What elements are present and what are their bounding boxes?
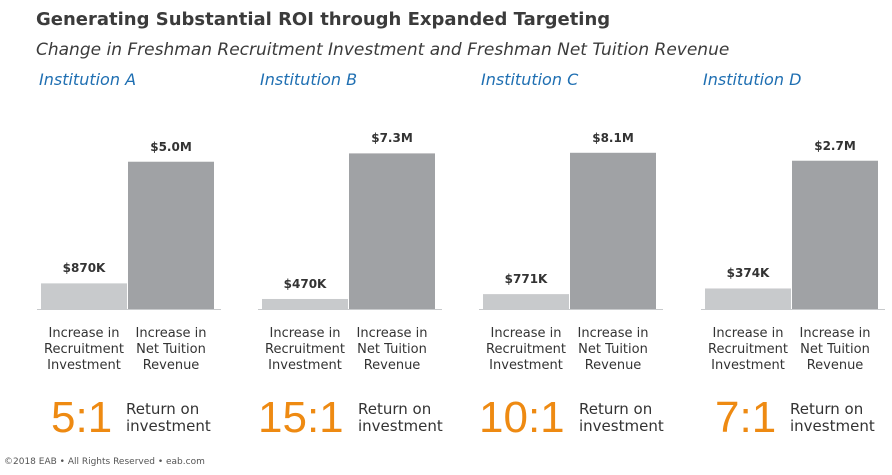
- investment-bar: [705, 288, 791, 309]
- bar-value-label: $771K: [504, 272, 548, 287]
- investment-bar: [262, 298, 348, 309]
- institution-name: Institution C: [481, 70, 579, 89]
- bar-chart: [37, 161, 221, 310]
- page-title: Generating Substantial ROI through Expan…: [36, 9, 611, 30]
- revenue-bar: [792, 160, 878, 309]
- bar-value-label: $374K: [726, 266, 770, 281]
- category-label: Increase in Net Tuition Revenue: [356, 326, 428, 373]
- roi-ratio: 7:1: [715, 393, 777, 442]
- institution-name: Institution D: [703, 70, 802, 89]
- institution-name: Institution B: [260, 70, 358, 89]
- copyright-footer: ©2018 EAB • All Rights Reserved • eab.co…: [4, 457, 205, 467]
- bar-value-label: $2.7M: [814, 138, 856, 153]
- institution-panel: Institution D $374K $2.7M Increase in Recru…: [701, 70, 892, 475]
- revenue-bar: [349, 153, 435, 309]
- roi-ratio: 5:1: [51, 393, 113, 442]
- revenue-bar: [128, 161, 214, 309]
- bar-value-label: $8.1M: [592, 130, 634, 145]
- investment-bar: [41, 283, 127, 309]
- roi-caption: Return on investment: [790, 400, 875, 435]
- bar-chart: [701, 160, 885, 310]
- category-label: Increase in Recruitment Investment: [265, 326, 345, 373]
- institution-panel: Institution C $771K $8.1M Increase in Recru…: [479, 70, 679, 475]
- bar-value-label: $7.3M: [371, 131, 413, 146]
- institution-panel: Institution A $870K $5.0M Increase in Recru…: [37, 70, 237, 475]
- revenue-bar: [570, 152, 656, 309]
- bar-value-label: $470K: [283, 276, 327, 291]
- roi-ratio: 15:1: [258, 393, 344, 442]
- investment-bar: [483, 294, 569, 309]
- institution-name: Institution A: [39, 70, 137, 89]
- roi-caption: Return on investment: [126, 400, 211, 435]
- category-label: Increase in Net Tuition Revenue: [135, 326, 207, 373]
- institution-panel: Institution B $470K $7.3M Increase in Recru…: [258, 70, 458, 475]
- bar-chart: [479, 152, 663, 310]
- bar-chart: [258, 153, 442, 310]
- page-subtitle: Change in Freshman Recruitment Investmen…: [36, 40, 730, 60]
- roi-caption: Return on investment: [358, 400, 443, 435]
- bar-value-label: $5.0M: [150, 139, 192, 154]
- bar-value-label: $870K: [62, 261, 106, 276]
- category-label: Increase in Recruitment Investment: [44, 326, 124, 373]
- category-label: Increase in Recruitment Investment: [708, 326, 788, 373]
- category-label: Increase in Net Tuition Revenue: [799, 326, 871, 373]
- roi-caption: Return on investment: [579, 400, 664, 435]
- roi-ratio: 10:1: [479, 393, 565, 442]
- category-label: Increase in Net Tuition Revenue: [577, 326, 649, 373]
- category-label: Increase in Recruitment Investment: [486, 326, 566, 373]
